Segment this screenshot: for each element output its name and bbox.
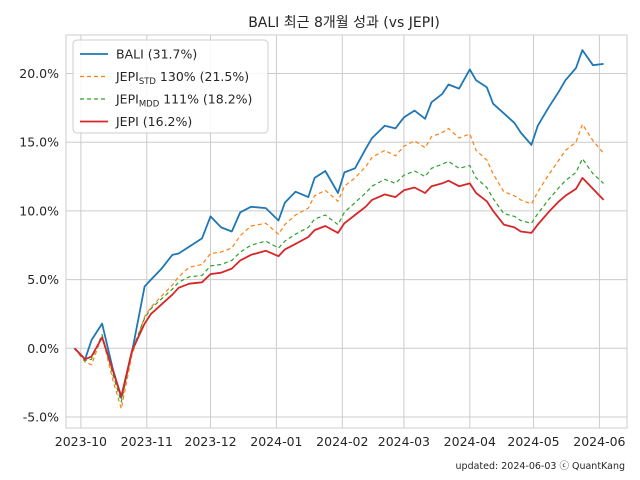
series-line-1 — [74, 123, 605, 410]
legend-label-2: JEPIMDD 111% (18.2%) — [115, 92, 252, 110]
y-tick-label: 20.0% — [19, 66, 59, 81]
series-lines — [73, 49, 605, 410]
series-line-2 — [74, 158, 605, 403]
legend-box — [72, 39, 269, 134]
x-tick-label: 2023-12 — [184, 434, 236, 449]
chart-title: BALI 최근 8개월 성과 (vs JEPI) — [248, 15, 440, 31]
series-line-3 — [73, 176, 605, 398]
y-tick-label: -5.0% — [23, 410, 59, 425]
x-tick-label: 2023-10 — [55, 434, 107, 449]
x-tick-label: 2023-11 — [121, 434, 173, 449]
x-tick-label: 2024-01 — [250, 434, 302, 449]
y-tick-label: 5.0% — [27, 272, 59, 287]
x-tick-label: 2024-04 — [444, 434, 496, 449]
x-tick-label: 2024-02 — [316, 434, 368, 449]
plot-frame — [65, 34, 628, 429]
y-axis-ticks: -5.0% 0.0% 5.0% 10.0% 15.0% 20.0% — [19, 66, 59, 425]
y-tick-label: 0.0% — [27, 341, 59, 356]
legend: BALI (31.7%) JEPISTD 130% (21.5%) JEPIMDD … — [72, 39, 269, 134]
legend-label-0: BALI (31.7%) — [116, 47, 197, 62]
x-tick-label: 2024-06 — [573, 434, 625, 449]
y-tick-label: 10.0% — [19, 203, 59, 218]
series-line-0 — [73, 49, 604, 399]
y-tick-label: 15.0% — [19, 135, 59, 150]
legend-label-3: JEPI (16.2%) — [115, 114, 192, 129]
footer-note: updated: 2024-06-03 ⓒ QuantKang — [456, 461, 625, 472]
legend-label-1: JEPISTD 130% (21.5%) — [115, 69, 249, 87]
x-axis-ticks: 2023-10 2023-11 2023-12 2024-01 2024-02 2024-… — [55, 434, 626, 449]
x-tick-label: 2024-05 — [507, 434, 559, 449]
x-tick-label: 2024-03 — [378, 434, 430, 449]
